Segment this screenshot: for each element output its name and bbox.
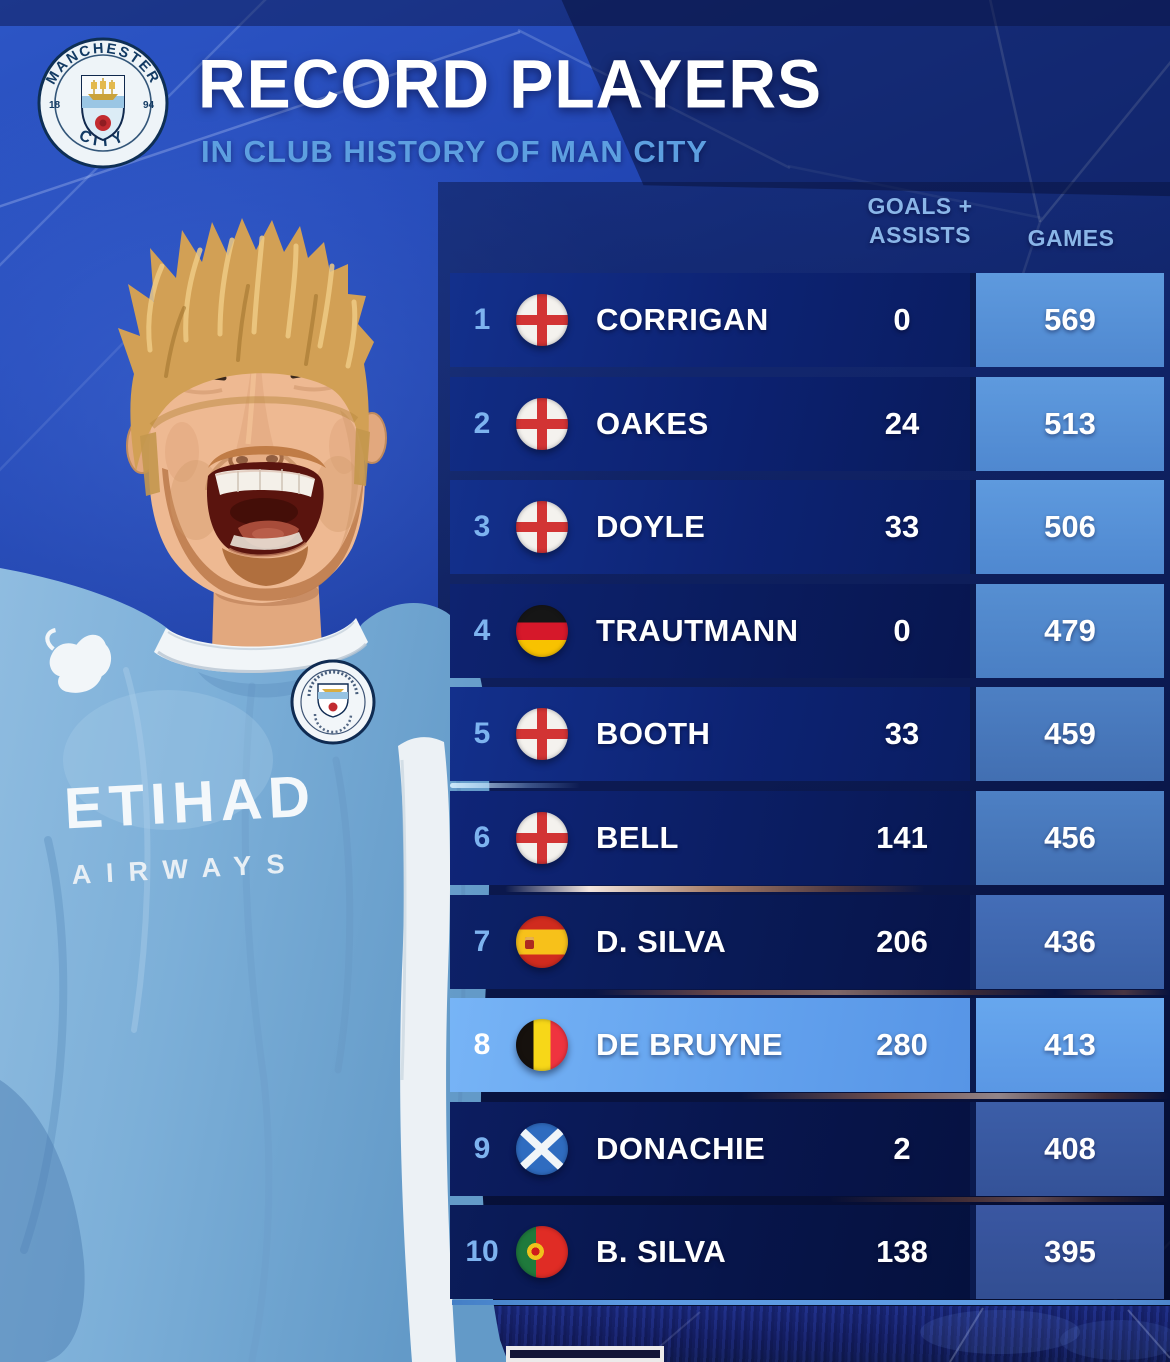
player-name: DOYLE [596,509,706,545]
column-gap [970,1101,976,1196]
bottom-logo-box [506,1346,664,1362]
row-main: 10 B. SILVA 138 [450,1205,970,1300]
player-name: B. SILVA [596,1234,727,1270]
column-gap [970,687,976,782]
shine-streak [450,783,580,788]
page-subtitle: IN CLUB HISTORY OF MAN CITY [201,134,708,169]
shine-streak [830,1197,1170,1202]
table-row: 3 DOYLE 33 506 [450,480,1170,575]
table-row: 6 BELL 141 456 [450,790,1170,885]
player-name: D. SILVA [596,923,727,959]
spain-flag-icon [516,915,568,968]
rank-number: 10 [465,1235,499,1269]
table-row: 1 CORRIGAN 0 569 [450,273,1170,367]
player-name: BELL [596,819,679,855]
goals-assists-value: 24 [884,405,920,441]
column-gap [970,376,976,471]
rank-number: 6 [473,820,491,854]
row-main: 8 DE BRUYNE 280 [450,998,970,1093]
rank-number: 4 [473,613,491,647]
table-row: 5 BOOTH 33 459 [450,687,1170,782]
badge-year-left: 18 [49,100,61,111]
games-value: 456 [976,790,1164,885]
shine-streak [740,1093,1170,1099]
rank-number: 5 [473,717,491,751]
goals-assists-value: 33 [884,716,920,752]
player-name: DONACHIE [596,1130,766,1166]
table-row: 7 D. SILVA 206 436 [450,894,1170,989]
games-value: 408 [976,1101,1164,1196]
row-main: 6 BELL 141 [450,790,970,885]
games-value: 395 [976,1205,1164,1300]
shine-streak [595,990,1170,995]
table-row: 10 B. SILVA 138 395 [450,1205,1170,1300]
player-name: OAKES [596,405,709,441]
column-gap [970,273,976,367]
column-gap [970,790,976,885]
goals-assists-value: 280 [876,1027,928,1063]
england-flag-icon [516,708,568,761]
row-main: 1 CORRIGAN 0 [450,273,970,367]
goals-assists-value: 206 [876,923,928,959]
rank-number: 2 [473,406,491,440]
player-name: DE BRUYNE [596,1027,784,1063]
rank-number: 9 [473,1131,491,1165]
row-main: 7 D. SILVA 206 [450,894,970,989]
portugal-flag-icon [516,1226,568,1279]
column-gap [970,998,976,1093]
player-name: TRAUTMANN [596,612,799,648]
england-flag-icon [516,501,568,554]
rank-number: 8 [473,1028,491,1062]
goals-assists-value: 2 [893,1130,911,1166]
goals-assists-value: 33 [884,509,920,545]
page-title: RECORD PLAYERS [198,45,823,122]
player-name: CORRIGAN [596,302,769,337]
england-flag-icon [516,811,568,864]
games-value: 436 [976,894,1164,989]
table-rows: 1 CORRIGAN 0 569 2 OAKES 24 513 3 DOY [450,273,1170,1300]
england-flag-icon [516,397,568,450]
goals-assists-value: 0 [893,612,911,648]
row-main: 2 OAKES 24 [450,376,970,471]
goals-assists-value: 0 [893,302,911,337]
rank-number: 3 [473,510,491,544]
player-name: BOOTH [596,716,711,752]
row-main: 5 BOOTH 33 [450,687,970,782]
scotland-flag-icon [516,1122,568,1175]
column-gap [970,1205,976,1300]
shine-streak [505,886,925,892]
belgium-flag-icon [516,1019,568,1072]
column-header-games: GAMES [1027,225,1115,251]
table-row: 9 DONACHIE 2 408 [450,1101,1170,1196]
table-row: 2 OAKES 24 513 [450,376,1170,471]
rank-number: 7 [473,924,491,958]
table-row: 8 DE BRUYNE 280 413 [450,998,1170,1093]
row-main: 3 DOYLE 33 [450,480,970,575]
column-header-goals-assists: GOALS + ASSISTS [867,193,973,248]
games-value: 513 [976,376,1164,471]
column-gap [970,480,976,575]
badge-ship-icon [88,78,118,100]
table-row: 4 TRAUTMANN 0 479 [450,583,1170,678]
row-main: 9 DONACHIE 2 [450,1101,970,1196]
bottom-divider-line [452,1300,1170,1305]
games-value: 506 [976,480,1164,575]
rank-number: 1 [473,303,491,336]
column-gap [970,894,976,989]
club-badge: MANCHESTER CITY 18 94 [37,37,169,169]
goals-assists-value: 138 [876,1234,928,1270]
goals-assists-value: 141 [876,819,928,855]
games-value: 459 [976,687,1164,782]
column-gap [970,583,976,678]
games-value: 413 [976,998,1164,1093]
row-main: 4 TRAUTMANN 0 [450,583,970,678]
england-flag-icon [516,294,568,346]
games-value: 569 [976,273,1164,367]
games-value: 479 [976,583,1164,678]
badge-year-right: 94 [143,100,155,111]
germany-flag-icon [516,604,568,657]
